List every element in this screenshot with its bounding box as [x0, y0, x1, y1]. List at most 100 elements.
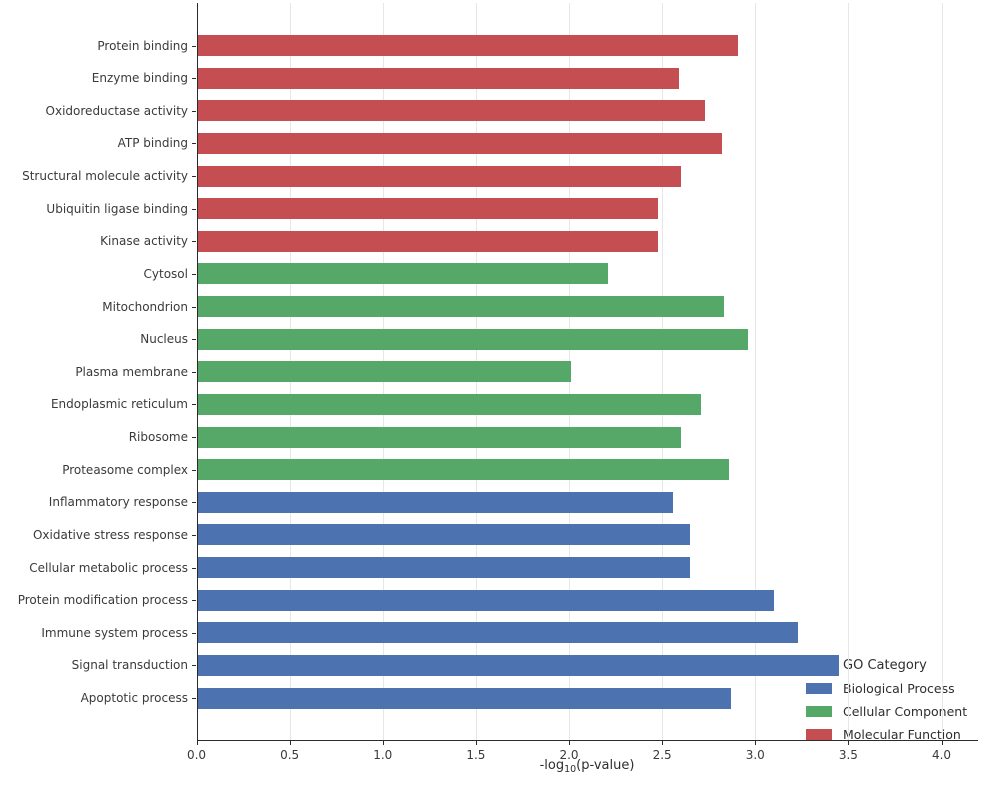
bar-plasma-membrane — [196, 361, 571, 383]
legend-entry-molecular-function: Molecular Function — [806, 723, 967, 746]
bar-oxidative-stress-response — [196, 524, 691, 546]
y-tick-mark — [192, 534, 196, 536]
legend-swatch — [806, 706, 832, 717]
x-tick-mark — [662, 741, 664, 745]
grid-line — [848, 3, 850, 740]
bar-atp-binding — [196, 132, 722, 154]
y-tick-mark — [192, 208, 196, 210]
bar-signal-transduction — [196, 654, 840, 676]
y-tick-mark — [192, 404, 196, 406]
y-tick-mark — [192, 306, 196, 308]
y-axis-spine — [196, 3, 198, 740]
bar-oxidoreductase-activity — [196, 100, 705, 122]
y-tick-mark — [192, 502, 196, 504]
y-axis-tick-label: Structural molecule activity — [22, 169, 188, 183]
y-axis-tick-label: Signal transduction — [71, 658, 188, 673]
y-tick-mark — [192, 273, 196, 275]
y-tick-mark — [192, 241, 196, 243]
y-tick-mark — [192, 339, 196, 341]
x-axis-title: -log10(p-value) — [540, 758, 635, 775]
legend: GO Category Biological Process Cellular C… — [806, 655, 967, 746]
x-tick-mark — [848, 741, 850, 745]
y-axis-tick-label: Nucleus — [140, 332, 188, 347]
y-axis-tick-label: Apoptotic process — [80, 691, 188, 705]
y-axis-tick-label: Inflammatory response — [48, 495, 188, 510]
y-tick-mark — [192, 176, 196, 177]
grid-line — [755, 3, 757, 740]
x-tick-mark — [196, 741, 198, 745]
bar-apoptotic-process — [196, 687, 732, 709]
bar-enzyme-binding — [196, 67, 679, 89]
y-tick-mark — [192, 371, 196, 373]
y-tick-mark — [192, 143, 196, 145]
x-axis-tick-label: 2.5 — [652, 748, 672, 762]
x-axis-title-subscript: 10 — [564, 764, 577, 775]
y-axis-tick-label: Protein modification process — [17, 593, 188, 608]
y-tick-mark — [192, 665, 196, 667]
legend-title: GO Category — [843, 658, 927, 673]
y-axis-tick-label: ATP binding — [117, 136, 188, 151]
x-axis-tick-label: 3.5 — [838, 748, 858, 762]
grid-line — [941, 3, 943, 740]
x-axis-spine — [196, 740, 978, 741]
legend-label: Molecular Function — [843, 727, 961, 742]
x-tick-mark — [941, 741, 943, 745]
y-axis-tick-label: Proteasome complex — [62, 462, 188, 477]
bar-structural-molecule-activity — [196, 165, 681, 187]
x-tick-mark — [755, 741, 757, 745]
y-tick-mark — [192, 110, 196, 112]
y-axis-tick-label: Immune system process — [41, 625, 188, 640]
y-axis-tick-label: Ubiquitin ligase binding — [46, 201, 188, 216]
y-tick-mark — [192, 437, 196, 438]
y-tick-mark — [192, 600, 196, 602]
bar-cellular-metabolic-process — [196, 557, 691, 578]
bar-kinase-activity — [196, 230, 659, 252]
legend-label: Cellular Component — [843, 704, 968, 719]
x-axis-tick-label: 0.0 — [186, 748, 207, 762]
bar-cytosol — [196, 263, 609, 285]
x-axis-tick-label: 3.0 — [745, 748, 765, 762]
y-axis-tick-label: Mitochondrion — [102, 299, 188, 314]
y-axis-tick-label: Protein binding — [97, 38, 188, 53]
bar-immune-system-process — [196, 622, 799, 644]
bar-protein-modification-process — [196, 589, 774, 611]
y-tick-mark — [192, 78, 196, 80]
x-tick-mark — [475, 741, 477, 745]
legend-label: Biological Process — [843, 681, 955, 696]
x-axis-title-suffix: (p-value) — [576, 758, 635, 773]
y-axis-tick-label: Oxidoreductase activity — [45, 103, 188, 118]
y-tick-mark — [192, 632, 196, 634]
y-tick-mark — [192, 567, 196, 569]
bar-endoplasmic-reticulum — [196, 393, 702, 415]
x-axis-tick-label: 1.0 — [373, 748, 393, 762]
x-tick-mark — [382, 741, 384, 745]
legend-swatch — [806, 683, 832, 694]
x-tick-mark — [569, 741, 570, 745]
legend-swatch — [806, 729, 832, 740]
legend-entry-cellular-component: Cellular Component — [806, 700, 967, 723]
y-axis-tick-label: Ribosome — [128, 430, 188, 444]
y-axis-tick-label: Oxidative stress response — [32, 527, 188, 542]
bar-proteasome-complex — [196, 459, 730, 481]
y-tick-mark — [192, 469, 196, 471]
y-axis-tick-label: Plasma membrane — [75, 364, 188, 379]
x-axis-title-prefix: -log — [539, 758, 565, 773]
x-axis-tick-label: 0.5 — [280, 748, 300, 762]
y-axis-tick-label: Enzyme binding — [91, 71, 188, 86]
bar-inflammatory-response — [196, 491, 674, 513]
bar-ribosome — [196, 426, 681, 448]
bar-mitochondrion — [196, 296, 724, 317]
x-axis-tick-label: 1.5 — [466, 748, 486, 762]
y-tick-mark — [192, 45, 196, 47]
x-axis-tick-label: 4.0 — [931, 748, 952, 762]
bar-protein-binding — [196, 35, 739, 56]
x-axis-tick-label: 2.0 — [559, 748, 579, 762]
legend-entry-biological-process: Biological Process — [806, 677, 967, 700]
bar-nucleus — [196, 328, 748, 350]
y-axis-tick-label: Cellular metabolic process — [29, 560, 188, 575]
x-tick-mark — [289, 741, 291, 745]
y-axis-tick-label: Endoplasmic reticulum — [50, 397, 188, 412]
grid-line — [662, 3, 664, 740]
bar-ubiquitin-ligase-binding — [196, 198, 659, 220]
